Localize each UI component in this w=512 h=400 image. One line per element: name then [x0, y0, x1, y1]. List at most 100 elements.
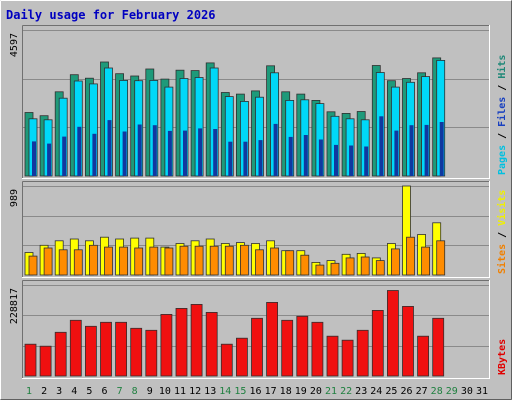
legend-item-pages: Pages: [497, 145, 508, 175]
bar-sites-day-25: [390, 248, 400, 276]
x-tick-label-day-19: 19: [295, 386, 307, 397]
bar-sites-day-5: [89, 244, 98, 276]
bar-kbytes-day-18: [281, 319, 294, 377]
bar-pages-day-25: [394, 130, 399, 176]
panel-top-max-label: 4597: [9, 33, 20, 57]
bar-sites-day-15: [239, 244, 249, 276]
bar-pages-day-20: [318, 139, 323, 176]
panel-mid-max-label: 989: [9, 189, 20, 207]
bar-sites-day-27: [421, 246, 431, 276]
x-tick-label-day-16: 16: [249, 386, 261, 397]
bar-pages-day-1: [32, 141, 36, 176]
x-tick-label-day-23: 23: [355, 386, 367, 397]
bar-kbytes-day-1: [24, 343, 37, 377]
bar-pages-day-23: [364, 146, 369, 176]
bar-kbytes-day-28: [432, 317, 445, 377]
chart-title: Daily usage for February 2026: [6, 8, 216, 22]
bar-pages-day-7: [122, 131, 127, 176]
x-tick-label-day-28: 28: [431, 386, 443, 397]
legend-item-hits: Hits: [496, 55, 508, 79]
x-tick-label-day-6: 6: [101, 386, 107, 397]
panel-bot-max-label: 228817: [9, 288, 20, 324]
bar-pages-day-5: [92, 133, 97, 176]
bar-pages-day-18: [288, 136, 293, 176]
legend-separator: /: [497, 226, 508, 244]
bar-pages-day-10: [167, 130, 172, 176]
bar-sites-day-13: [209, 245, 219, 276]
x-tick-label-day-24: 24: [370, 386, 382, 397]
bar-kbytes-day-22: [341, 339, 354, 377]
x-tick-label-day-26: 26: [400, 386, 412, 397]
panel-bot-legend: KBytes: [497, 339, 508, 375]
bar-pages-day-6: [107, 120, 112, 176]
bar-kbytes-day-16: [251, 317, 263, 377]
bar-kbytes-day-19: [296, 315, 309, 377]
legend-separator: /: [497, 127, 508, 145]
bar-kbytes-day-17: [266, 301, 279, 377]
bar-sites-day-22: [345, 257, 355, 276]
bar-sites-day-3: [58, 249, 68, 276]
bar-sites-day-12: [194, 245, 204, 276]
bar-sites-day-9: [149, 246, 159, 276]
bar-sites-day-4: [73, 249, 83, 276]
bar-sites-day-11: [179, 245, 189, 276]
bar-kbytes-day-3: [54, 331, 67, 377]
legend-item-kbytes: KBytes: [497, 339, 508, 375]
legend-item-visits: Visits: [496, 190, 508, 226]
bar-kbytes-day-12: [190, 303, 203, 377]
chart-panels: 4597 Pages / Files / Hits 989 Sites / Visit…: [9, 25, 508, 379]
x-tick-label-day-4: 4: [71, 386, 77, 397]
x-tick-label-day-20: 20: [310, 386, 322, 397]
bar-pages-day-26: [409, 125, 414, 176]
bar-kbytes-day-21: [326, 335, 339, 377]
bar-sites-day-10: [164, 247, 174, 276]
bar-sites-day-17: [270, 247, 280, 276]
bar-sites-day-14: [224, 245, 234, 276]
bar-kbytes-day-26: [402, 305, 414, 377]
bar-pages-day-24: [379, 116, 384, 176]
bar-kbytes-day-14: [220, 343, 233, 377]
bar-kbytes-day-8: [130, 327, 143, 377]
panel-mid-legend: Sites / Visits: [496, 190, 508, 274]
x-tick-label-day-25: 25: [385, 386, 397, 397]
x-tick-label-day-3: 3: [56, 386, 62, 397]
legend-item-sites: Sites: [496, 244, 508, 274]
x-tick-label-day-10: 10: [159, 386, 171, 397]
legend-item-files: Files: [496, 97, 508, 127]
x-tick-label-day-22: 22: [340, 386, 352, 397]
x-tick-label-day-31: 31: [476, 386, 488, 397]
bar-kbytes-day-27: [417, 335, 430, 377]
bar-pages-day-21: [334, 144, 338, 176]
bar-pages-day-2: [47, 143, 52, 176]
legend-separator: /: [497, 79, 508, 97]
bar-pages-day-19: [303, 135, 308, 176]
panel-mid: 989 Sites / Visits: [9, 181, 508, 278]
bar-pages-day-15: [243, 141, 248, 176]
bar-sites-day-16: [255, 249, 264, 276]
x-tick-label-day-5: 5: [86, 386, 92, 397]
bar-pages-day-11: [183, 130, 187, 176]
x-tick-label-day-2: 2: [41, 386, 47, 397]
bar-kbytes-day-24: [371, 309, 384, 377]
bar-sites-day-19: [300, 254, 310, 276]
x-tick-label-day-9: 9: [147, 386, 153, 397]
bar-pages-day-3: [62, 136, 67, 176]
x-tick-label-day-1: 1: [26, 386, 32, 397]
bar-sites-day-18: [285, 250, 295, 276]
bar-sites-day-8: [134, 247, 144, 276]
bar-sites-day-7: [119, 246, 128, 276]
x-tick-label-day-13: 13: [204, 386, 216, 397]
bar-kbytes-day-20: [311, 321, 324, 377]
bar-pages-day-13: [213, 129, 218, 176]
bar-kbytes-day-6: [100, 321, 112, 377]
x-tick-label-day-8: 8: [132, 386, 138, 397]
bar-sites-day-2: [43, 247, 53, 276]
x-tick-label-day-15: 15: [234, 386, 246, 397]
x-tick-label-day-11: 11: [174, 386, 186, 397]
bar-pages-day-22: [349, 145, 354, 176]
bar-kbytes-day-10: [160, 313, 173, 377]
bar-kbytes-day-13: [205, 311, 218, 377]
x-tick-label-day-21: 21: [325, 386, 337, 397]
bar-sites-day-24: [375, 260, 385, 276]
